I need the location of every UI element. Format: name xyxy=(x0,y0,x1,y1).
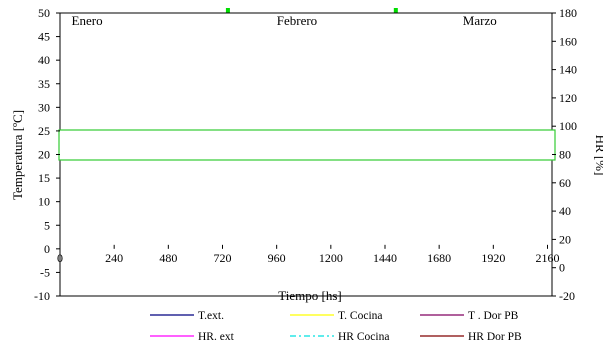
legend-label-1: T. Cocina xyxy=(338,310,383,322)
y-axis-title: Temperatura [ºC] xyxy=(10,110,25,200)
x-tick-label-4: 960 xyxy=(268,251,286,265)
y2-tick-label-8: 140 xyxy=(559,63,577,77)
legend-label-0: T.ext. xyxy=(198,310,224,322)
y-tick-label-0: -10 xyxy=(34,289,50,303)
x-tick-label-1: 240 xyxy=(105,251,123,265)
y2-tick-label-4: 60 xyxy=(559,176,571,190)
legend-label-2: T . Dor PB xyxy=(468,310,519,322)
y2-axis-title: HR [%] xyxy=(593,135,603,176)
highlight-band xyxy=(58,129,556,161)
y2-tick-label-10: 180 xyxy=(559,6,577,20)
y-tick-label-3: 5 xyxy=(44,218,50,232)
x-tick-label-0: 0 xyxy=(57,251,63,265)
y-tick-label-9: 35 xyxy=(38,77,50,91)
y-tick-label-5: 15 xyxy=(38,171,50,185)
legend-label-4: HR Cocina xyxy=(338,331,389,343)
x-tick-label-7: 1680 xyxy=(427,251,451,265)
month-label-2: Marzo xyxy=(463,13,497,28)
x-axis-title: Tiempo [hs] xyxy=(278,288,341,303)
legend-label-3: HR. ext xyxy=(198,331,235,343)
x-tick-label-9: 2160 xyxy=(535,251,559,265)
y2-tick-label-6: 100 xyxy=(559,119,577,133)
y-tick-label-10: 40 xyxy=(38,53,50,67)
y-tick-label-11: 45 xyxy=(38,30,50,44)
x-tick-label-5: 1200 xyxy=(319,251,343,265)
y-tick-label-2: 0 xyxy=(44,242,50,256)
y2-tick-label-1: 0 xyxy=(559,261,565,275)
y2-tick-label-9: 160 xyxy=(559,34,577,48)
x-tick-label-2: 480 xyxy=(159,251,177,265)
y2-tick-label-0: -20 xyxy=(559,289,575,303)
y2-tick-label-7: 120 xyxy=(559,91,577,105)
x-tick-label-8: 1920 xyxy=(481,251,505,265)
y-tick-label-12: 50 xyxy=(38,6,50,20)
legend-label-5: HR Dor PB xyxy=(468,331,522,343)
y2-tick-label-3: 40 xyxy=(559,204,571,218)
month-label-0: Enero xyxy=(72,13,103,28)
y2-tick-label-2: 20 xyxy=(559,232,571,246)
y-tick-label-1: -5 xyxy=(40,265,50,279)
y-tick-label-8: 30 xyxy=(38,100,50,114)
y-tick-label-4: 10 xyxy=(38,195,50,209)
x-tick-label-3: 720 xyxy=(213,251,231,265)
tick-labels: Enero Febrero Marzo -10 -5 0 5 10 15 20 25 30 35 40 45… xyxy=(34,6,577,303)
y-tick-label-7: 25 xyxy=(38,124,50,138)
legend: T.ext. T. Cocina T . Dor PB HR. ext HR Cocin… xyxy=(150,310,522,343)
x-tick-label-6: 1440 xyxy=(373,251,397,265)
month-label-1: Febrero xyxy=(277,13,317,28)
y-tick-label-6: 20 xyxy=(38,148,50,162)
axes xyxy=(56,12,556,297)
y2-tick-label-5: 80 xyxy=(559,148,571,162)
